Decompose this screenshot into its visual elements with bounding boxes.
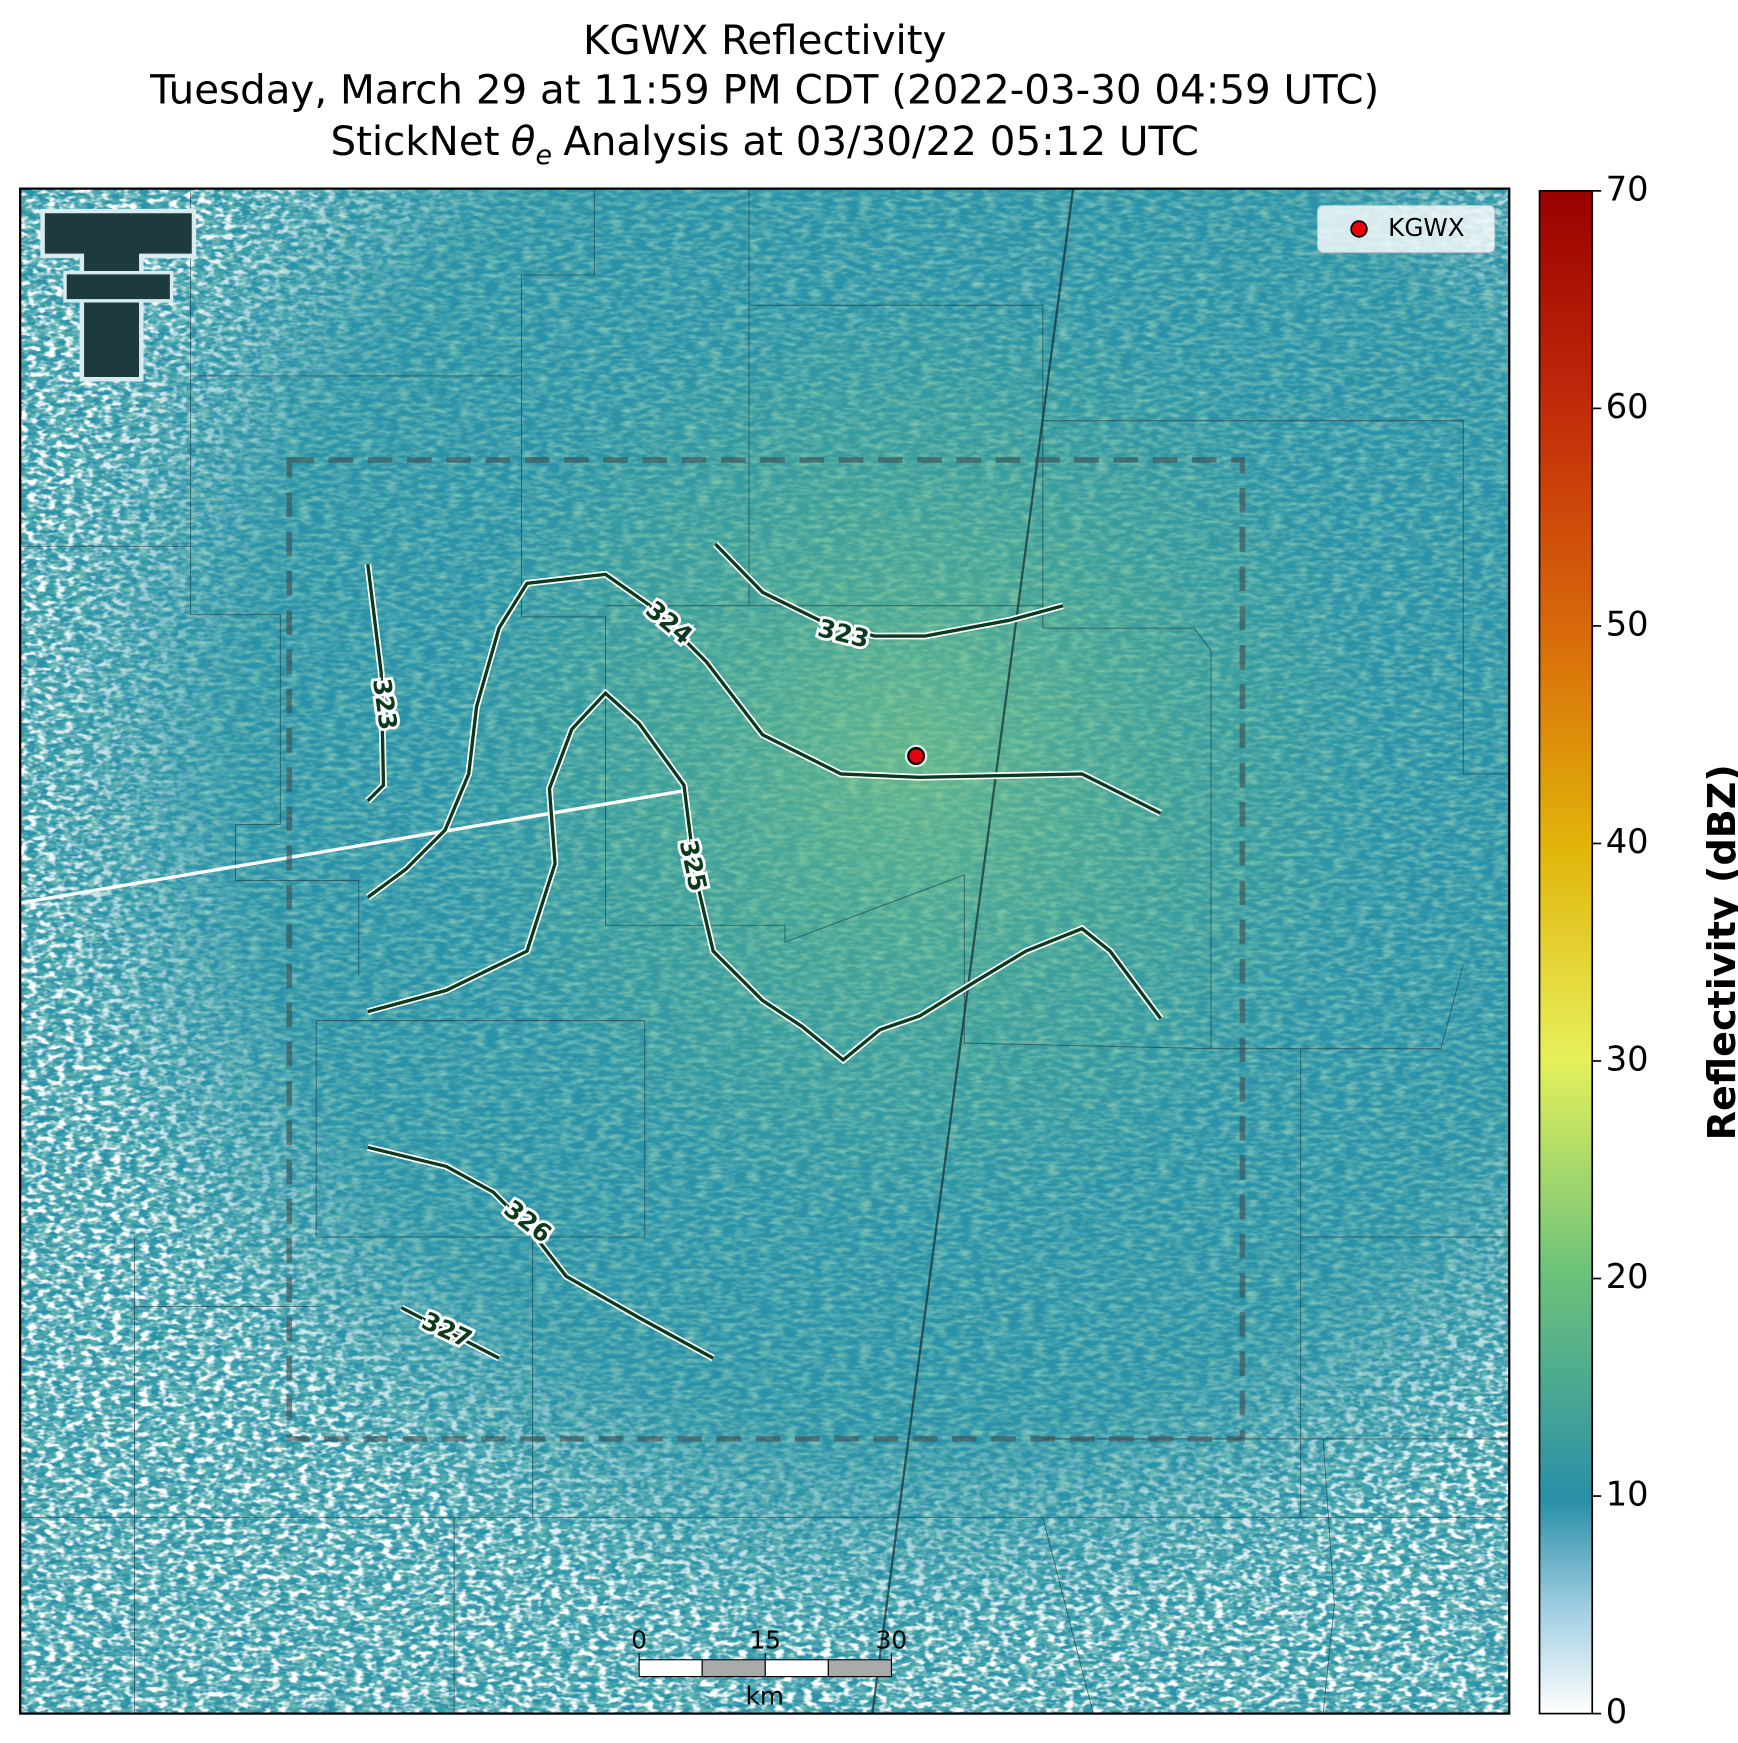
colorbar-tick-label: 60 [1606, 387, 1649, 426]
scale-tick-label: 30 [876, 1626, 907, 1655]
colorbar-tick-label: 10 [1606, 1475, 1649, 1514]
subtitle-suffix: Analysis at 03/30/22 05:12 UTC [563, 118, 1199, 165]
scale-unit: km [746, 1682, 784, 1711]
title-line: Tuesday, March 29 at 11:59 PM CDT (2022-… [149, 66, 1379, 113]
contour-line [366, 572, 1162, 899]
legend-label: KGWX [1388, 213, 1465, 242]
radar-site [907, 747, 926, 765]
scale-tick-label: 15 [750, 1626, 781, 1655]
contour-line [400, 1306, 500, 1360]
subtitle-subscript: e [535, 140, 552, 171]
colorbar-tick-label: 40 [1606, 822, 1649, 861]
scale-segment [638, 1659, 703, 1678]
colorbar-ticks: 0 10 20 30 40 50 60 70 [1592, 169, 1648, 1731]
colorbar [1538, 190, 1594, 1715]
scale-tick-label: 0 [631, 1626, 647, 1655]
legend: KGWX [1316, 204, 1496, 254]
radar-beam-blockage [20, 789, 685, 905]
contour-line [714, 542, 1064, 638]
title-line: KGWX Reflectivity [583, 17, 946, 64]
colorbar-tick-label: 20 [1606, 1257, 1649, 1296]
colorbar-tick-label: 70 [1606, 169, 1649, 208]
subtitle-prefix: StickNet [330, 118, 499, 165]
scale-segment [827, 1659, 892, 1678]
contour-line [367, 690, 1162, 1063]
logo [40, 208, 197, 382]
legend-box [1316, 204, 1496, 254]
scale-segment [764, 1659, 829, 1678]
subtitle: StickNet θe Analysis at 03/30/22 05:12 UTC [330, 118, 1199, 171]
analysis-domain [286, 457, 1246, 1442]
county-lines [20, 188, 1510, 1714]
colorbar-tick-label: 30 [1606, 1039, 1649, 1078]
colorbar-tick-label: 0 [1606, 1692, 1627, 1731]
contour-line [366, 564, 386, 803]
scale-bar: 0 15 30 km [631, 1626, 907, 1711]
scale-segment [701, 1659, 766, 1678]
highway [871, 188, 1075, 1714]
contour-line [367, 1145, 714, 1360]
subtitle-symbol: θ [511, 118, 536, 165]
colorbar-tick-label: 50 [1606, 604, 1649, 643]
colorbar-label: Reflectivity (dBZ) [1700, 764, 1738, 1140]
map-frame [19, 187, 1511, 1715]
reflectivity-clear [20, 188, 1510, 1714]
legend-marker [1350, 220, 1368, 238]
